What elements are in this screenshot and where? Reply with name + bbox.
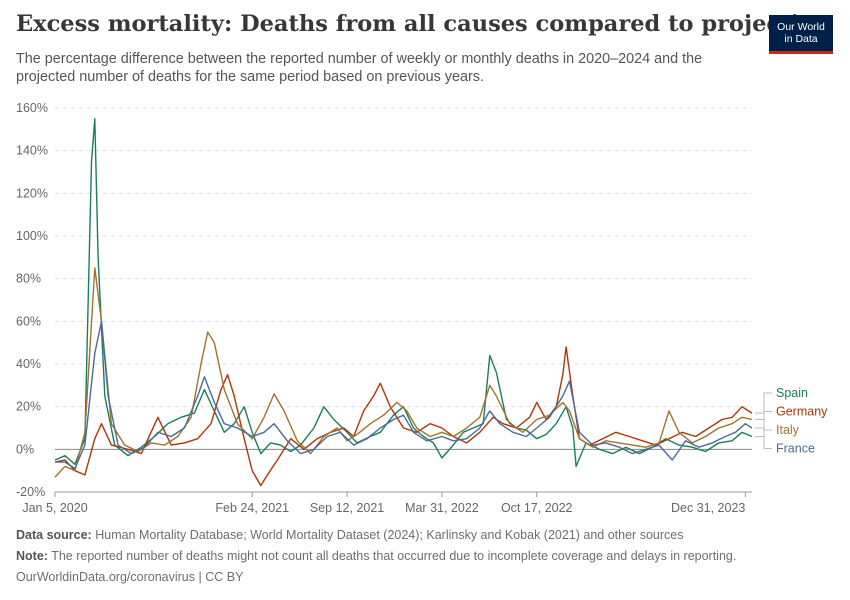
legend-connector bbox=[755, 427, 772, 449]
legend-label-spain[interactable]: Spain bbox=[776, 386, 808, 400]
series-layer bbox=[54, 118, 753, 487]
data-source-label: Data source: bbox=[16, 528, 92, 542]
legend-label-germany[interactable]: Germany bbox=[776, 405, 828, 419]
legend-label-italy[interactable]: Italy bbox=[776, 423, 800, 437]
x-tick-label: Dec 31, 2023 bbox=[671, 501, 745, 515]
chart-subtitle: The percentage difference between the re… bbox=[16, 51, 703, 85]
legend-connector bbox=[755, 418, 772, 431]
note-label: Note: bbox=[16, 549, 48, 563]
x-tick-label: Jan 5, 2020 bbox=[22, 501, 87, 515]
y-tick-label: 20% bbox=[16, 400, 41, 414]
logo-line-2: in Data bbox=[784, 33, 818, 45]
data-source-text: Human Mortality Database; World Mortalit… bbox=[95, 528, 684, 542]
y-tick-label: 40% bbox=[16, 357, 41, 371]
note-text: The reported number of deaths might not … bbox=[51, 549, 737, 563]
y-tick-label: 0% bbox=[16, 442, 34, 456]
line-chart: -20% 0% 20% 40% 60% 80% 100% 120% 140% 160% Jan 5,… bbox=[16, 101, 828, 515]
series-line-france[interactable] bbox=[55, 320, 753, 470]
data-source-line: Data source: Human Mortality Database; W… bbox=[16, 528, 683, 542]
logo-line-1: Our World bbox=[777, 21, 825, 33]
y-tick-label: 60% bbox=[16, 314, 41, 328]
axis-layer: -20% 0% 20% 40% 60% 80% 100% 120% 140% 160% Jan 5,… bbox=[16, 101, 752, 515]
legend-connector bbox=[755, 392, 772, 438]
note-line: Note: The reported number of deaths migh… bbox=[16, 549, 736, 563]
x-tick-label: Sep 12, 2021 bbox=[310, 501, 384, 515]
y-tick-label: 120% bbox=[16, 186, 48, 200]
grid-layer bbox=[55, 107, 752, 493]
legend-label-france[interactable]: France bbox=[776, 442, 815, 456]
y-tick-label: -20% bbox=[16, 485, 45, 499]
y-tick-label: 140% bbox=[16, 144, 48, 158]
series-line-spain[interactable] bbox=[54, 118, 753, 468]
x-tick-label: Mar 31, 2022 bbox=[405, 501, 479, 515]
x-tick-label: Oct 17, 2022 bbox=[501, 501, 573, 515]
y-tick-label: 160% bbox=[16, 101, 48, 115]
logo-accent-bar bbox=[769, 51, 833, 54]
legend-connector bbox=[755, 411, 772, 414]
y-tick-label: 80% bbox=[16, 272, 41, 286]
legend-layer: Spain Germany Italy France bbox=[755, 386, 828, 456]
y-tick-label: 100% bbox=[16, 229, 48, 243]
credit-line[interactable]: OurWorldinData.org/coronavirus | CC BY bbox=[16, 570, 244, 584]
series-line-italy[interactable] bbox=[54, 267, 753, 478]
chart-title: Excess mortality: Deaths from all causes… bbox=[16, 11, 831, 37]
x-tick-label: Feb 24, 2021 bbox=[215, 501, 289, 515]
owid-logo[interactable]: Our World in Data bbox=[769, 15, 833, 54]
